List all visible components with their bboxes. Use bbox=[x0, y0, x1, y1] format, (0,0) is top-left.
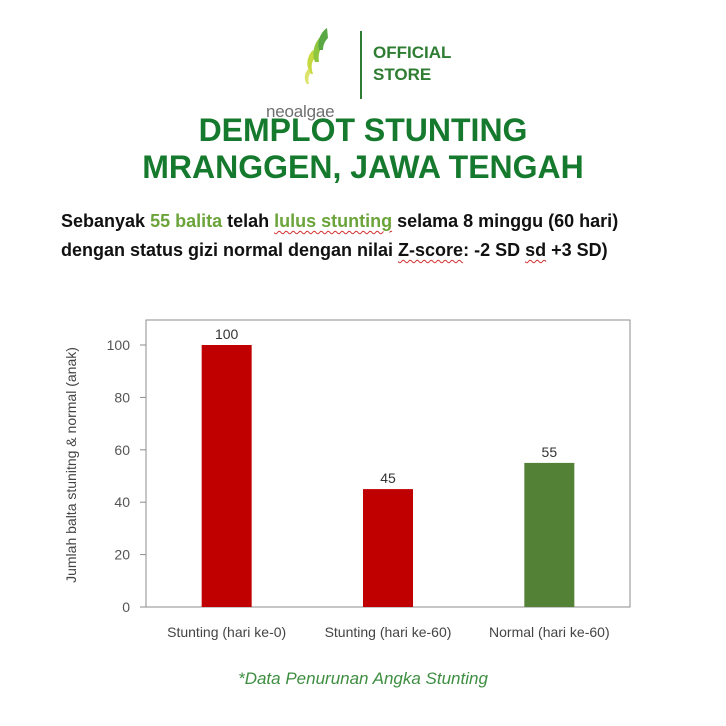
bars-group: 100 45 55 bbox=[201, 326, 575, 607]
y-axis: 0 20 40 60 80 100 bbox=[107, 337, 146, 615]
sd-word: sd bbox=[525, 240, 547, 260]
bar-chart: 0 20 40 60 80 100 100 45 55 Stunting (hari ke-0… bbox=[63, 319, 631, 640]
official-store-label: OFFICIAL STORE bbox=[373, 42, 451, 86]
y-tick-label: 0 bbox=[122, 599, 130, 615]
bar-data-label: 55 bbox=[542, 444, 558, 460]
header-divider bbox=[360, 31, 362, 99]
x-tick-label: Stunting (hari ke-0) bbox=[167, 624, 286, 640]
page-title: DEMPLOT STUNTING MRANGGEN, JAWA TENGAH bbox=[0, 112, 726, 186]
zscore-label: Z-score bbox=[398, 240, 464, 260]
official-store-line2: STORE bbox=[373, 65, 432, 84]
summary-text-a: Sebanyak bbox=[61, 211, 151, 231]
y-tick-label: 20 bbox=[114, 547, 130, 563]
official-store-line1: OFFICIAL bbox=[373, 43, 452, 62]
y-tick-label: 40 bbox=[114, 494, 130, 510]
y-tick-label: 100 bbox=[107, 337, 131, 353]
x-tick-label: Normal (hari ke-60) bbox=[489, 624, 610, 640]
summary-text-d: dengan status gizi normal dengan nilai bbox=[61, 240, 399, 260]
summary-text-c: selama 8 minggu (60 hari) bbox=[392, 211, 619, 231]
y-axis-label: Jumlah balta stunitng & normal (anak) bbox=[63, 347, 79, 583]
bar-data-label: 45 bbox=[380, 470, 396, 486]
bar bbox=[363, 489, 413, 607]
summary-text-e: : -2 SD bbox=[463, 240, 526, 260]
summary-line1: Sebanyak 55 balita telah lulus stunting … bbox=[61, 207, 701, 236]
summary-line2: dengan status gizi normal dengan nilai Z… bbox=[61, 236, 701, 265]
y-tick-label: 80 bbox=[114, 389, 130, 405]
title-line1: DEMPLOT STUNTING bbox=[198, 112, 528, 148]
highlight-count: 55 balita bbox=[150, 211, 223, 231]
bar bbox=[201, 345, 252, 607]
highlight-status: lulus stunting bbox=[274, 211, 393, 231]
summary-text: Sebanyak 55 balita telah lulus stunting … bbox=[61, 207, 701, 265]
title-line2: MRANGGEN, JAWA TENGAH bbox=[142, 149, 584, 185]
bar-data-label: 100 bbox=[215, 326, 239, 342]
bar bbox=[524, 462, 575, 607]
x-tick-label: Stunting (hari ke-60) bbox=[325, 624, 452, 640]
x-axis: Stunting (hari ke-0) Stunting (hari ke-60… bbox=[167, 624, 609, 640]
footnote: *Data Penurunan Angka Stunting bbox=[238, 669, 488, 688]
summary-text-f: +3 SD) bbox=[546, 240, 608, 260]
header: neoalgae OFFICIAL STORE bbox=[0, 28, 726, 121]
brand-name: neoalgae bbox=[266, 102, 335, 121]
y-tick-label: 60 bbox=[114, 442, 130, 458]
summary-text-b: telah bbox=[222, 211, 275, 231]
neoalgae-leaf-icon bbox=[304, 28, 328, 84]
